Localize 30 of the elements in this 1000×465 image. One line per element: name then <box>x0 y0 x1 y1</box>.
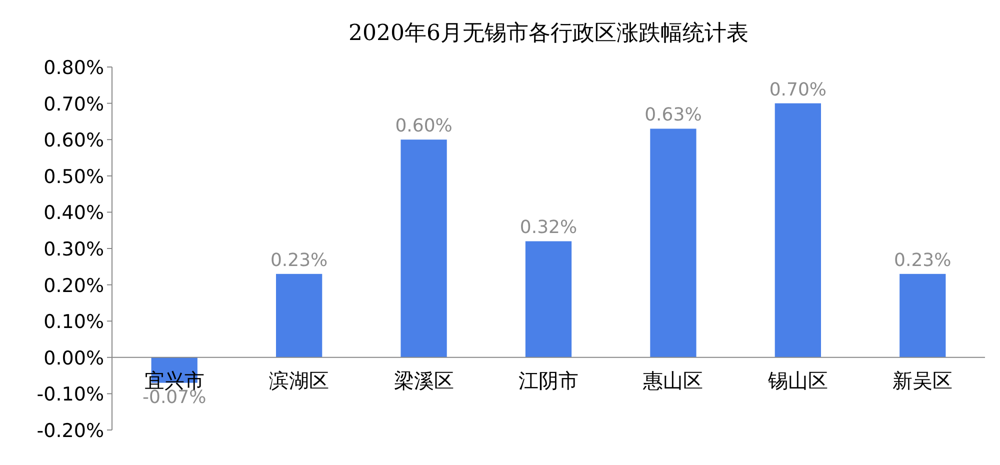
data-label: 0.32% <box>520 217 578 238</box>
y-tick-label: 0.50% <box>44 166 104 188</box>
x-tick-label: 滨湖区 <box>269 368 330 392</box>
x-tick-label: 梁溪区 <box>394 368 454 392</box>
y-tick-label: 0.70% <box>44 93 104 116</box>
x-tick-label: 江阴市 <box>518 368 578 392</box>
bar <box>650 128 696 358</box>
y-tick-label: 0.20% <box>44 274 104 297</box>
bar <box>774 103 821 358</box>
bar <box>400 140 447 358</box>
data-label: 0.23% <box>894 250 952 271</box>
y-tick-label: 0.80% <box>44 57 104 79</box>
x-tick-label: 惠山区 <box>642 368 704 392</box>
data-label: 0.23% <box>270 250 328 271</box>
data-label: 0.60% <box>395 116 452 137</box>
bar <box>276 274 322 358</box>
chart-title: 2020年6月无锡市各行政区涨跌幅统计表 <box>348 21 748 46</box>
y-tick-label: 0.60% <box>44 130 104 152</box>
y-tick-label: -0.20% <box>36 420 104 442</box>
y-tick-label: 0.10% <box>44 311 104 334</box>
x-tick-label: 新吴区 <box>892 368 953 392</box>
bar <box>900 274 946 358</box>
y-tick-label: 0.40% <box>44 202 104 224</box>
data-label: 0.63% <box>644 104 702 126</box>
y-tick-label: -0.10% <box>36 384 104 406</box>
y-tick-label: 0.00% <box>44 347 104 370</box>
data-label: 0.70% <box>769 79 827 100</box>
bar <box>525 241 572 358</box>
x-tick-label: 锡山区 <box>766 368 828 392</box>
y-tick-label: 0.30% <box>44 238 104 260</box>
